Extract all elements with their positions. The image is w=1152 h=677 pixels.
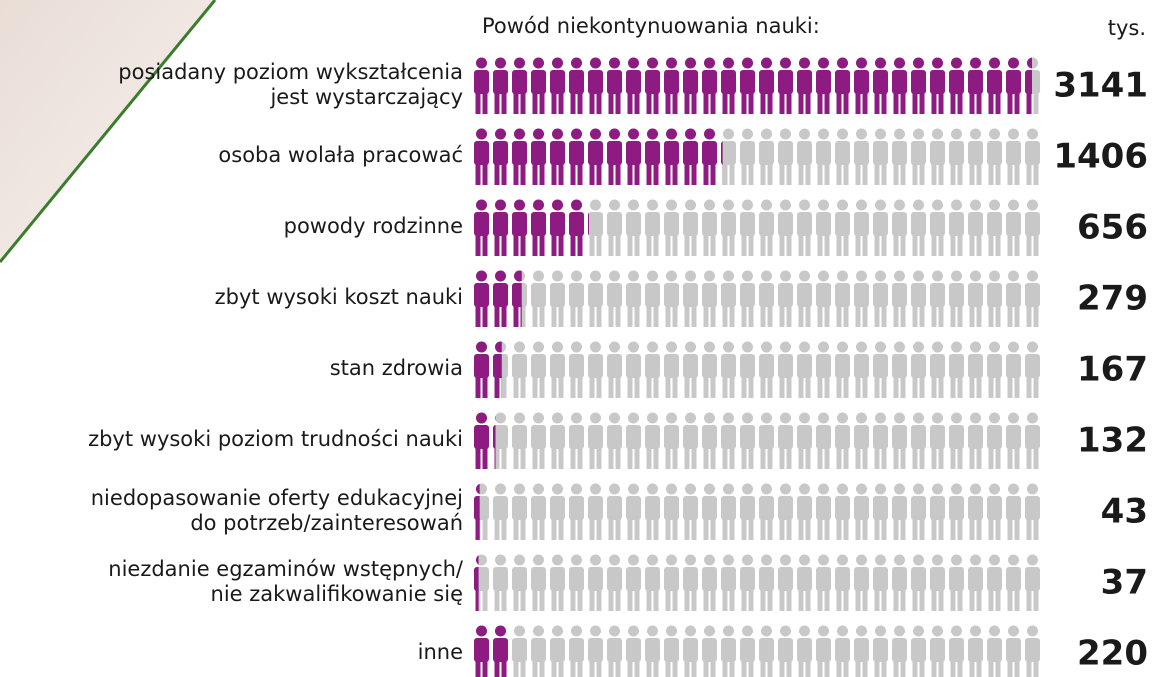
category-label: powody rodzinne	[284, 214, 463, 238]
value-label: 43	[1101, 492, 1148, 532]
value-label: 656	[1077, 208, 1148, 248]
category-label: niezdanie egzaminów wstępnych/	[108, 557, 464, 581]
chart-title: Powód niekontynuowania nauki:	[482, 14, 820, 38]
icon-row-value	[474, 270, 522, 327]
category-label: inne	[418, 640, 463, 664]
value-label: 1406	[1053, 137, 1148, 177]
value-label: 3141	[1053, 66, 1148, 106]
icon-row-background	[474, 412, 1040, 469]
category-label: zbyt wysoki koszt nauki	[215, 285, 463, 309]
category-label: nie zakwalifikowanie się	[211, 582, 463, 606]
unit-label: tys.	[1108, 16, 1146, 40]
icon-row-background	[474, 341, 1040, 398]
icon-row-value	[474, 412, 496, 469]
icon-row-value	[474, 199, 589, 256]
value-label: 167	[1077, 350, 1148, 390]
icon-row-background	[474, 483, 1040, 540]
icon-row-value	[474, 483, 480, 540]
value-label: 37	[1101, 563, 1148, 603]
icon-row-value	[474, 57, 1032, 114]
icon-row-background	[474, 270, 1040, 327]
value-label: 132	[1077, 421, 1148, 461]
category-label: stan zdrowia	[330, 356, 463, 380]
icon-row-value	[474, 341, 502, 398]
icon-row-value	[474, 555, 479, 611]
value-label: 220	[1077, 634, 1148, 674]
divider	[0, 0, 217, 263]
category-label: do potrzeb/zainteresowań	[190, 511, 463, 535]
icon-row-value	[474, 625, 508, 677]
category-label: osoba wolała pracować	[218, 143, 463, 167]
icon-row-background	[474, 554, 1040, 611]
category-label: posiadany poziom wykształcenia	[118, 60, 463, 84]
icon-row-value	[474, 128, 723, 185]
value-label: 279	[1077, 279, 1148, 319]
category-label: jest wystarczający	[269, 85, 463, 109]
category-label: niedopasowanie oferty edukacyjnej	[91, 486, 463, 510]
category-label: zbyt wysoki poziom trudności nauki	[88, 427, 463, 451]
icon-row-background	[474, 625, 1040, 677]
